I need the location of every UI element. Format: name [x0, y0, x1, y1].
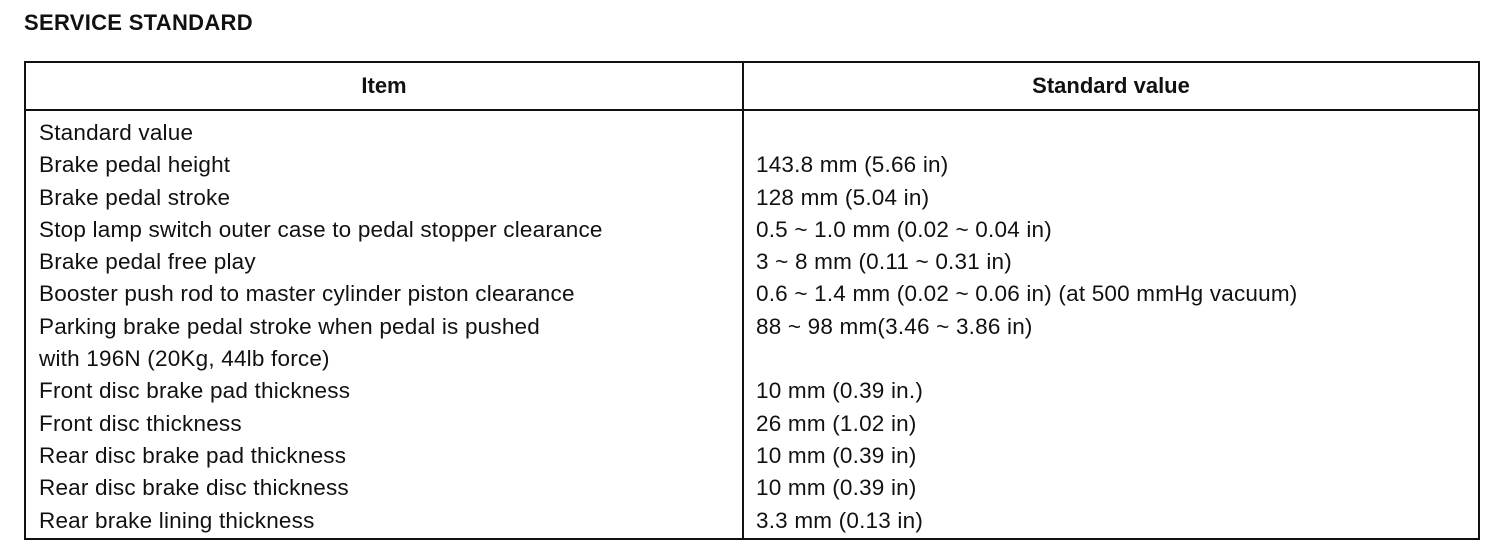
value-cell: 128 mm (5.04 in) [756, 184, 930, 210]
section-title: SERVICE STANDARD [24, 10, 253, 35]
table-row: Rear brake lining thickness 3.3 mm (0.13 … [26, 505, 1478, 537]
table-body: Standard value Brake pedal height 143.8 mm… [26, 117, 1478, 537]
value-cell: 26 mm (1.02 in) [756, 410, 917, 436]
table-row: Rear disc brake pad thickness 10 mm (0.39… [26, 440, 1478, 472]
item-cell: Brake pedal height [39, 152, 231, 178]
value-cell: 143.8 mm (5.66 in) [756, 152, 949, 178]
header-standard-value: Standard value [1032, 73, 1190, 98]
value-cell [744, 117, 756, 149]
item-cell: Parking brake pedal stroke when pedal is… [39, 313, 540, 339]
item-cell: Front disc thickness [39, 410, 242, 436]
table-row: Brake pedal free play 3 ~ 8 mm (0.11 ~ 0.… [26, 246, 1478, 278]
header-item: Item [361, 73, 407, 98]
table-row: Front disc brake pad thickness 10 mm (0.3… [26, 375, 1478, 407]
item-cell: Stop lamp switch outer case to pedal sto… [39, 216, 603, 242]
table-header: Item Standard value [26, 63, 1478, 111]
item-cell: with 196N (20Kg, 44lb force) [39, 346, 330, 372]
table-row: Brake pedal stroke 128 mm (5.04 in) [26, 182, 1478, 214]
item-cell: Rear disc brake disc thickness [39, 475, 349, 501]
value-cell: 3.3 mm (0.13 in) [756, 507, 924, 533]
table-row: Stop lamp switch outer case to pedal sto… [26, 214, 1478, 246]
value-cell: 10 mm (0.39 in) [756, 442, 917, 468]
table-row: Rear disc brake disc thickness 10 mm (0.3… [26, 472, 1478, 504]
table-row: Parking brake pedal stroke when pedal is… [26, 311, 1478, 343]
item-cell: Standard value [39, 120, 194, 145]
item-cell: Rear disc brake pad thickness [39, 442, 347, 468]
value-cell: 0.5 ~ 1.0 mm (0.02 ~ 0.04 in) [756, 216, 1052, 242]
item-cell: Brake pedal free play [39, 249, 256, 275]
table-row: Booster push rod to master cylinder pist… [26, 278, 1478, 310]
table-row: with 196N (20Kg, 44lb force) [26, 343, 1478, 375]
service-standard-table: Item Standard value Standard value Brake … [24, 61, 1480, 540]
value-cell: 3 ~ 8 mm (0.11 ~ 0.31 in) [756, 249, 1012, 275]
table-row: Front disc thickness 26 mm (1.02 in) [26, 408, 1478, 440]
item-cell: Rear brake lining thickness [39, 507, 315, 533]
value-cell: 0.6 ~ 1.4 mm (0.02 ~ 0.06 in) (at 500 mm… [756, 281, 1298, 307]
column-divider [742, 63, 744, 538]
value-cell: 10 mm (0.39 in) [756, 475, 917, 501]
item-cell: Booster push rod to master cylinder pist… [39, 281, 575, 307]
value-cell: 88 ~ 98 mm(3.46 ~ 3.86 in) [756, 313, 1033, 339]
value-cell: 10 mm (0.39 in.) [756, 378, 924, 404]
item-cell: Brake pedal stroke [39, 184, 231, 210]
value-cell [744, 343, 756, 375]
table-row: Standard value [26, 117, 1478, 149]
table-row: Brake pedal height 143.8 mm (5.66 in) [26, 149, 1478, 181]
item-cell: Front disc brake pad thickness [39, 378, 351, 404]
